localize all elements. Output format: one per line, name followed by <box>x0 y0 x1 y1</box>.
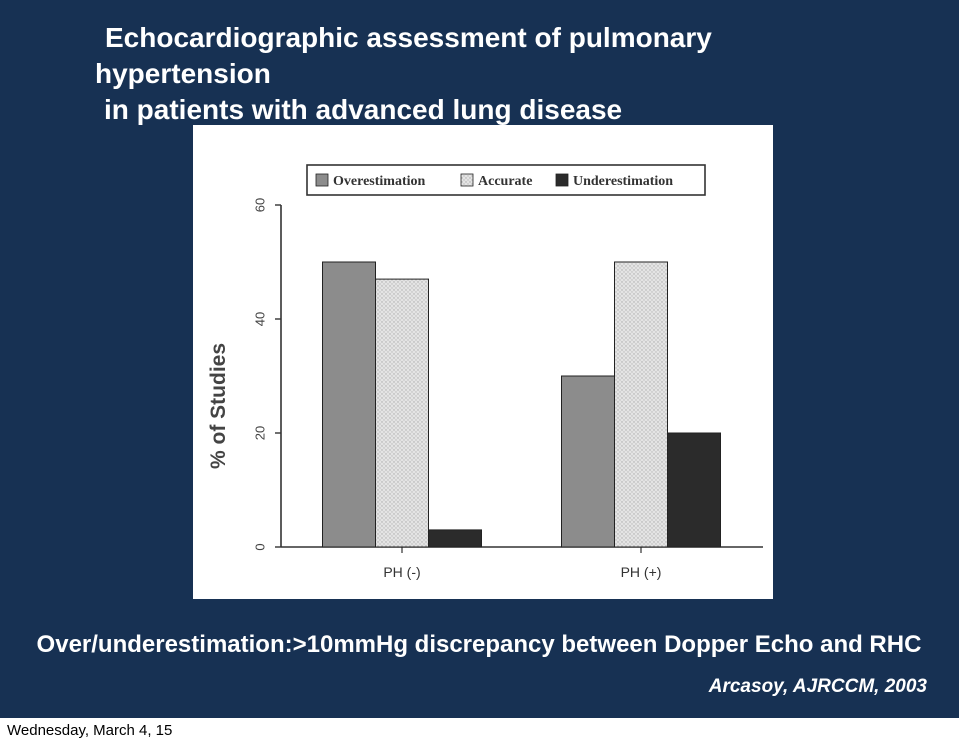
legend-label: Underestimation <box>573 174 673 189</box>
legend-swatch <box>555 173 569 187</box>
x-tick-label: PH (-) <box>383 564 420 580</box>
y-tick-label: 40 <box>252 312 267 326</box>
legend-swatch <box>460 173 474 187</box>
legend-swatch <box>315 173 329 187</box>
bar-accurate-ph-negative <box>375 278 429 548</box>
y-tick-label: 60 <box>252 198 267 212</box>
bar-overestimation-ph-positive <box>561 375 615 548</box>
footer-date: Wednesday, March 4, 15 <box>7 722 173 739</box>
bar-chart-panel: Overestimation Accurate Underestimation 0 2… <box>193 125 773 599</box>
citation: Arcasoy, AJRCCM, 2003 <box>708 676 927 697</box>
x-tick-label: PH (+) <box>621 564 662 580</box>
chart-bars <box>322 261 721 548</box>
slide-caption: Over/underestimation:>10mmHg discrepancy… <box>36 631 922 658</box>
y-tick-label: 20 <box>252 426 267 440</box>
legend-label: Accurate <box>478 174 532 189</box>
y-axis-label: % of Studies <box>207 343 230 469</box>
legend-box <box>306 164 706 196</box>
title-line-3: in patients with advanced lung disease <box>104 94 623 125</box>
bar-underestimation-ph-positive <box>667 432 721 548</box>
title-line-1: Echocardiographic assessment of pulmonar… <box>105 22 712 53</box>
chart-legend: Overestimation Accurate Underestimation <box>306 164 706 196</box>
slide-background: Echocardiographic assessment of pulmonar… <box>0 0 959 718</box>
bar-overestimation-ph-negative <box>322 261 376 548</box>
slide-title: Echocardiographic assessment of pulmonar… <box>95 20 855 128</box>
bar-chart: Overestimation Accurate Underestimation 0 2… <box>207 164 763 580</box>
title-line-2: hypertension <box>95 58 271 89</box>
y-tick-label: 0 <box>252 543 267 550</box>
legend-label: Overestimation <box>333 174 425 189</box>
bar-underestimation-ph-negative <box>428 529 482 548</box>
bar-accurate-ph-positive <box>614 261 668 548</box>
